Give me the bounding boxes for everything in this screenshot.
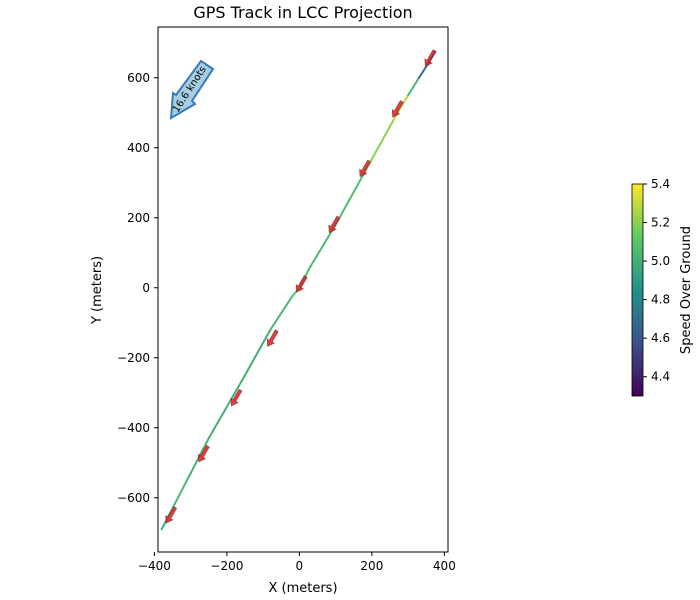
direction-arrow xyxy=(165,506,178,524)
plot-frame xyxy=(157,26,449,553)
direction-arrow xyxy=(328,215,341,234)
colorbar: 4.4 4.6 4.8 5.0 5.2 5.4 Speed Over Ground xyxy=(631,177,694,397)
track-segment xyxy=(269,295,294,331)
direction-arrow xyxy=(391,100,404,118)
y-tick-label: 600 xyxy=(127,71,150,85)
track-segment xyxy=(334,171,366,226)
x-tick-label: −200 xyxy=(210,559,243,573)
direction-arrow xyxy=(197,444,210,463)
y-tick-label: 200 xyxy=(127,211,150,225)
x-tick-label: 200 xyxy=(360,559,383,573)
plot-area: 16.6 knots xyxy=(157,26,449,553)
y-tick-label: −200 xyxy=(117,351,150,365)
colorbar-tick-label: 5.2 xyxy=(651,216,670,230)
direction-arrow xyxy=(230,388,243,407)
colorbar-tick-label: 5.4 xyxy=(651,177,670,191)
colorbar-tick-label: 4.6 xyxy=(651,331,670,345)
direction-arrows xyxy=(165,49,437,524)
y-axis-label: Y (meters) xyxy=(90,256,105,325)
colorbar-tick-label: 4.8 xyxy=(651,293,670,307)
wind-arrow: 16.6 knots xyxy=(169,59,215,120)
y-tick-label: 0 xyxy=(142,281,150,295)
chart-title: GPS Track in LCC Projection xyxy=(193,3,412,22)
x-tick-label: 0 xyxy=(296,559,304,573)
colorbar-tick-label: 4.4 xyxy=(651,370,670,384)
colorbar-tick-label: 5.0 xyxy=(651,254,670,268)
track-segment xyxy=(244,328,272,377)
track-segment xyxy=(407,76,420,97)
x-tick-label: 400 xyxy=(433,559,456,573)
wind-arrow-icon xyxy=(169,59,215,120)
y-axis: −600 −400 −200 0 200 400 600 xyxy=(117,71,158,505)
direction-arrow xyxy=(359,159,372,178)
x-axis-label: X (meters) xyxy=(268,581,337,596)
y-tick-label: −400 xyxy=(117,421,150,435)
direction-arrow xyxy=(295,275,308,293)
y-tick-label: 400 xyxy=(127,141,150,155)
x-axis: −400 −200 0 200 400 xyxy=(138,552,456,573)
direction-arrow xyxy=(266,329,279,347)
colorbar-gradient xyxy=(631,183,644,397)
y-tick-label: −600 xyxy=(117,491,150,505)
direction-arrow xyxy=(424,49,437,67)
x-tick-label: −400 xyxy=(138,559,171,573)
colorbar-label: Speed Over Ground xyxy=(679,226,694,354)
track-segment xyxy=(392,94,410,121)
track-segment xyxy=(207,374,246,440)
colorbar-ticks: 4.4 4.6 4.8 5.0 5.2 5.4 xyxy=(643,177,670,384)
